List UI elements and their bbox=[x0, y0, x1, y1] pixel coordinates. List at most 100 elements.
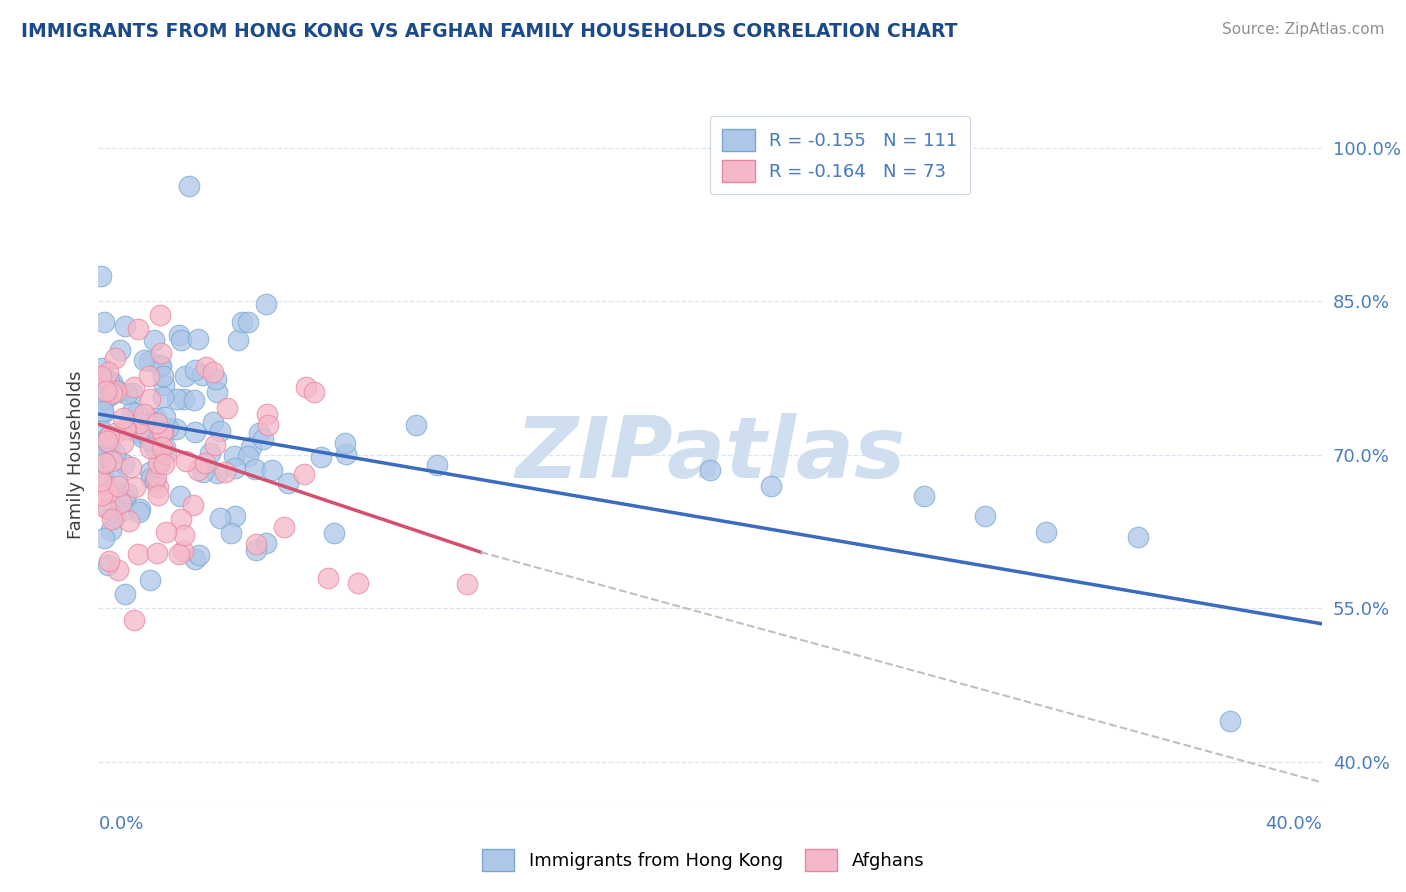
Point bbox=[183, 362, 205, 376]
Point bbox=[177, 178, 200, 193]
Point bbox=[201, 365, 224, 379]
Point bbox=[155, 524, 177, 539]
Point bbox=[207, 384, 229, 399]
Point bbox=[108, 343, 131, 357]
Point bbox=[205, 372, 228, 386]
Point bbox=[333, 436, 356, 450]
Point bbox=[209, 511, 232, 525]
Point bbox=[90, 423, 112, 437]
Point bbox=[97, 485, 120, 500]
Point bbox=[128, 505, 150, 519]
Point bbox=[167, 547, 190, 561]
Point bbox=[139, 441, 162, 455]
Point bbox=[214, 465, 236, 479]
Point bbox=[184, 552, 207, 566]
Point bbox=[1128, 530, 1150, 544]
Point bbox=[101, 512, 124, 526]
Point bbox=[127, 322, 149, 336]
Legend: Immigrants from Hong Kong, Afghans: Immigrants from Hong Kong, Afghans bbox=[475, 842, 931, 879]
Point bbox=[145, 546, 167, 560]
Point bbox=[1035, 524, 1057, 539]
Point bbox=[173, 392, 195, 406]
Point bbox=[131, 430, 153, 444]
Point bbox=[173, 528, 195, 542]
Point bbox=[118, 514, 141, 528]
Point bbox=[100, 375, 122, 389]
Point bbox=[96, 434, 118, 448]
Point bbox=[456, 577, 478, 591]
Point bbox=[107, 472, 129, 486]
Point bbox=[101, 454, 124, 468]
Point bbox=[97, 558, 120, 572]
Point bbox=[98, 429, 121, 443]
Point bbox=[104, 381, 127, 395]
Point bbox=[124, 379, 146, 393]
Point bbox=[96, 431, 118, 445]
Point bbox=[245, 542, 267, 557]
Point bbox=[252, 433, 274, 447]
Point bbox=[335, 447, 357, 461]
Point bbox=[170, 512, 193, 526]
Point bbox=[245, 536, 267, 550]
Point bbox=[219, 525, 242, 540]
Point bbox=[172, 543, 194, 558]
Point bbox=[142, 333, 165, 347]
Point bbox=[224, 461, 246, 475]
Point bbox=[145, 470, 167, 484]
Point bbox=[191, 368, 214, 382]
Point bbox=[167, 328, 190, 343]
Point bbox=[149, 358, 172, 372]
Point bbox=[222, 449, 245, 463]
Point bbox=[125, 425, 148, 439]
Text: 0.0%: 0.0% bbox=[98, 815, 143, 833]
Point bbox=[114, 318, 136, 333]
Point bbox=[974, 509, 997, 524]
Point bbox=[153, 458, 176, 472]
Point bbox=[148, 457, 170, 471]
Point bbox=[94, 384, 117, 398]
Point bbox=[316, 571, 339, 585]
Point bbox=[187, 332, 209, 346]
Point bbox=[101, 385, 124, 400]
Point bbox=[231, 315, 253, 329]
Point bbox=[155, 447, 177, 461]
Point bbox=[132, 427, 155, 442]
Y-axis label: Family Households: Family Households bbox=[66, 371, 84, 539]
Point bbox=[115, 422, 138, 436]
Point bbox=[277, 476, 299, 491]
Point bbox=[97, 502, 120, 516]
Point bbox=[104, 446, 127, 460]
Point bbox=[121, 386, 143, 401]
Point bbox=[759, 478, 782, 492]
Point bbox=[149, 345, 172, 359]
Point bbox=[183, 498, 205, 512]
Point bbox=[146, 480, 169, 494]
Point bbox=[145, 411, 167, 425]
Point bbox=[128, 502, 150, 516]
Point bbox=[104, 425, 127, 440]
Point bbox=[166, 392, 188, 407]
Point bbox=[143, 415, 166, 429]
Point bbox=[104, 351, 127, 366]
Point bbox=[115, 386, 138, 401]
Point bbox=[184, 425, 207, 439]
Point bbox=[148, 456, 170, 470]
Point bbox=[153, 410, 176, 425]
Point bbox=[202, 416, 225, 430]
Point bbox=[150, 425, 173, 439]
Point bbox=[91, 406, 114, 420]
Point bbox=[108, 385, 131, 400]
Point bbox=[152, 368, 174, 383]
Point bbox=[93, 476, 115, 491]
Point bbox=[302, 384, 325, 399]
Point bbox=[96, 501, 118, 516]
Point bbox=[236, 315, 259, 329]
Point bbox=[132, 407, 155, 421]
Point bbox=[114, 491, 136, 506]
Point bbox=[100, 523, 122, 537]
Point bbox=[295, 380, 318, 394]
Point bbox=[98, 554, 121, 568]
Point bbox=[153, 378, 176, 392]
Point bbox=[110, 496, 132, 510]
Point bbox=[226, 333, 249, 347]
